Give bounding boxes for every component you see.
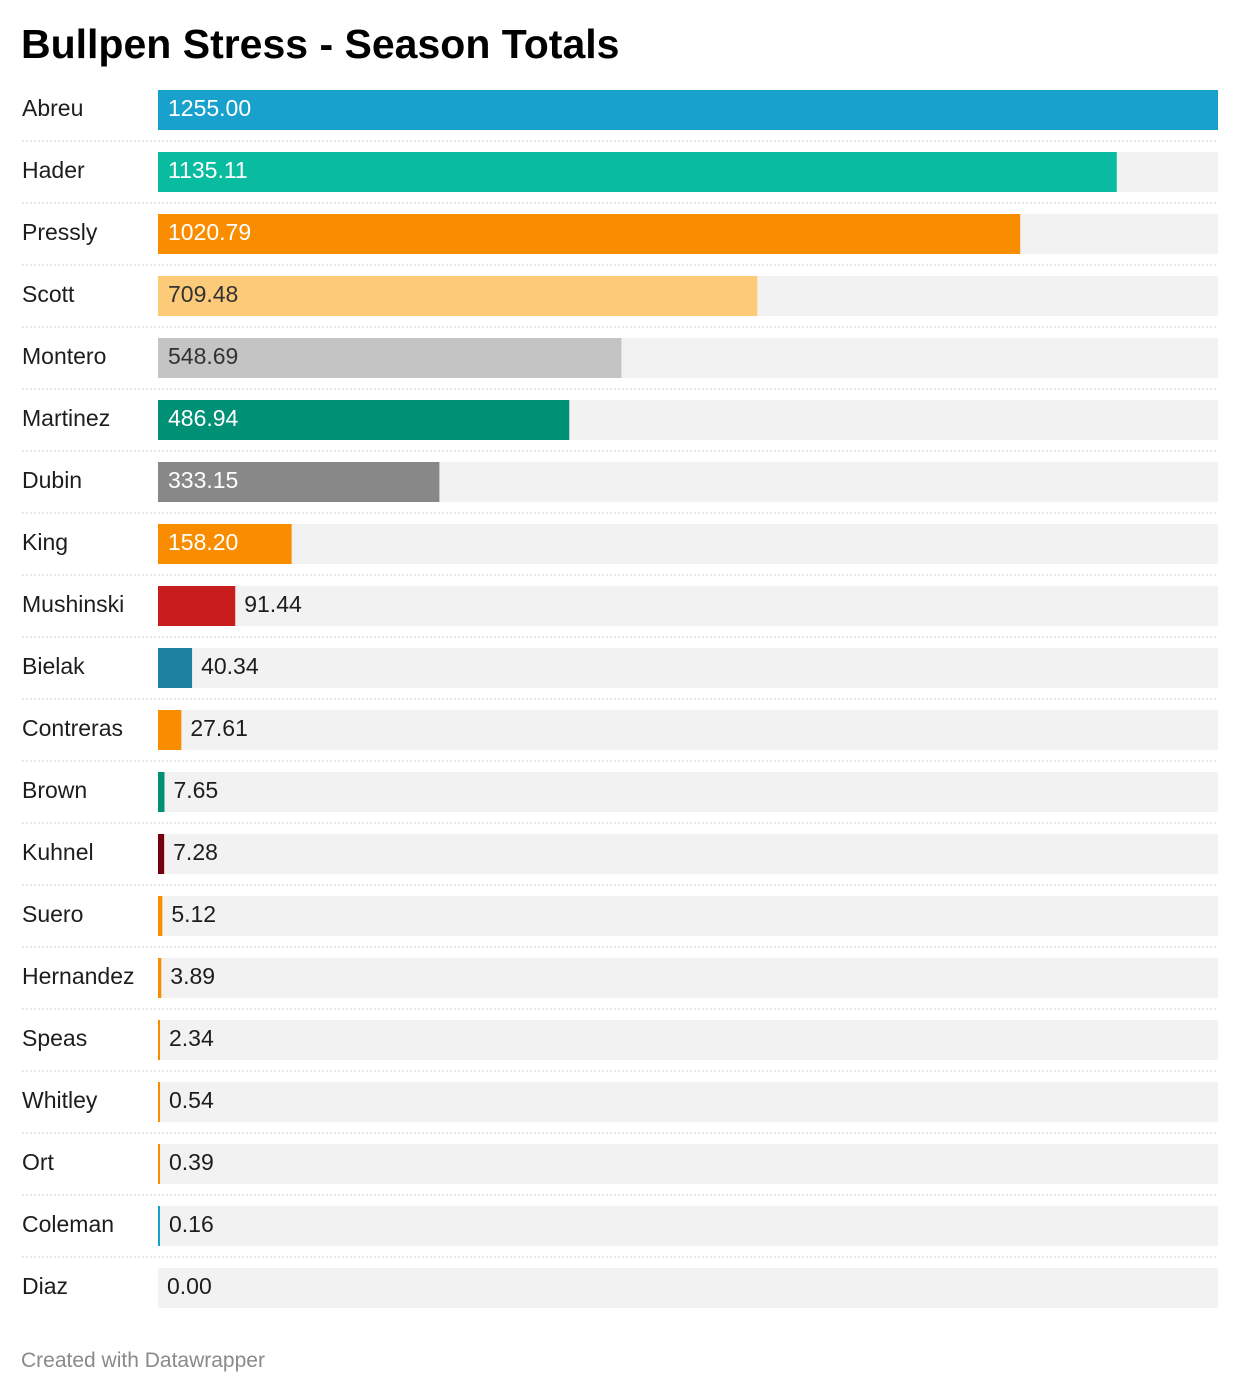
- bar-kuhnel: [158, 834, 165, 874]
- bar-bielak: [158, 648, 193, 688]
- value-label: 158.20: [168, 529, 238, 555]
- category-label: Contreras: [22, 715, 123, 741]
- value-label: 709.48: [168, 281, 238, 307]
- bar-pressly: [158, 214, 1021, 254]
- value-label: 486.94: [168, 405, 239, 431]
- bar-ort: [158, 1144, 160, 1184]
- bar-scott: [158, 276, 758, 316]
- category-label: Kuhnel: [22, 839, 94, 865]
- category-label: Hader: [22, 157, 85, 183]
- bar-hernandez: [158, 958, 162, 998]
- category-label: Dubin: [22, 467, 82, 493]
- category-label: Coleman: [22, 1211, 114, 1237]
- value-label: 27.61: [190, 715, 248, 741]
- category-label: Scott: [22, 281, 75, 307]
- value-label: 1135.11: [168, 157, 248, 183]
- bar-track: [158, 834, 1218, 874]
- bar-track: [158, 772, 1218, 812]
- bar-coleman: [158, 1206, 160, 1246]
- bar-contreras: [158, 710, 182, 750]
- datawrapper-credit: Created with Datawrapper: [21, 1349, 265, 1372]
- bar-track: [158, 1268, 1218, 1308]
- bar-track: [158, 896, 1218, 936]
- value-label: 0.00: [167, 1273, 212, 1299]
- category-label: Pressly: [22, 219, 98, 245]
- bar-king: [158, 524, 292, 564]
- category-label: Brown: [22, 777, 87, 803]
- bar-track: [158, 1020, 1218, 1060]
- value-label: 1255.00: [168, 95, 251, 121]
- category-label: Whitley: [22, 1087, 98, 1113]
- bar-abreu: [158, 90, 1218, 130]
- bar-track: [158, 710, 1218, 750]
- category-label: Speas: [22, 1025, 87, 1051]
- value-label: 91.44: [244, 591, 302, 617]
- category-label: Bielak: [22, 653, 85, 679]
- bar-brown: [158, 772, 165, 812]
- bar-whitley: [158, 1082, 160, 1122]
- category-label: Abreu: [22, 95, 83, 121]
- value-label: 40.34: [201, 653, 259, 679]
- chart-title: Bullpen Stress - Season Totals: [21, 21, 620, 67]
- bar-mushinski: [158, 586, 236, 626]
- category-label: Mushinski: [22, 591, 124, 617]
- bar-track: [158, 586, 1218, 626]
- value-label: 7.65: [173, 777, 218, 803]
- bar-track: [158, 648, 1218, 688]
- value-label: 548.69: [168, 343, 238, 369]
- value-label: 0.39: [169, 1149, 214, 1175]
- category-label: Ort: [22, 1149, 55, 1175]
- value-label: 7.28: [173, 839, 218, 865]
- bar-track: [158, 1144, 1218, 1184]
- category-label: Hernandez: [22, 963, 135, 989]
- value-label: 333.15: [168, 467, 238, 493]
- category-label: Suero: [22, 901, 83, 927]
- bar-suero: [158, 896, 163, 936]
- category-label: King: [22, 529, 68, 555]
- bar-montero: [158, 338, 622, 378]
- category-label: Diaz: [22, 1273, 68, 1299]
- value-label: 0.16: [169, 1211, 214, 1237]
- value-label: 2.34: [169, 1025, 214, 1051]
- bar-dubin: [158, 462, 440, 502]
- value-label: 0.54: [169, 1087, 214, 1113]
- bar-hader: [158, 152, 1117, 192]
- bar-track: [158, 1082, 1218, 1122]
- bar-track: [158, 958, 1218, 998]
- bar-track: [158, 1206, 1218, 1246]
- value-label: 3.89: [170, 963, 215, 989]
- value-label: 5.12: [171, 901, 216, 927]
- bar-martinez: [158, 400, 570, 440]
- value-label: 1020.79: [168, 219, 251, 245]
- bar-track: [158, 524, 1218, 564]
- category-label: Montero: [22, 343, 106, 369]
- category-label: Martinez: [22, 405, 110, 431]
- bar-speas: [158, 1020, 160, 1060]
